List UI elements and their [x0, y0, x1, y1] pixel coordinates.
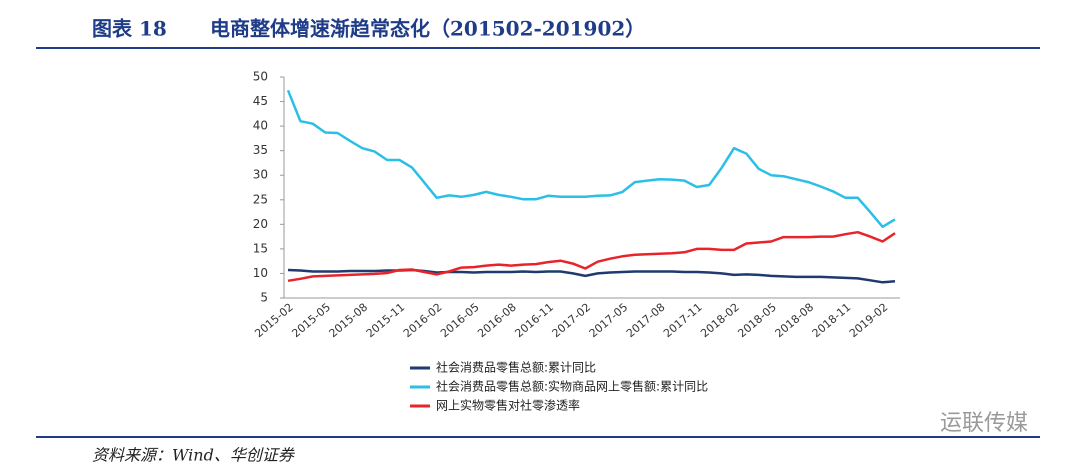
x-tick-label: 2017-11: [661, 301, 705, 341]
x-tick-label: 2018-05: [735, 301, 779, 341]
series-line: [286, 89, 896, 229]
x-tick-label: 2018-11: [810, 301, 854, 341]
x-tick-label: 2016-05: [438, 301, 482, 341]
x-tick-label: 2018-02: [698, 301, 742, 341]
legend-label: 网上实物零售对社零渗透率: [436, 398, 580, 413]
y-tick-label: 10: [253, 266, 268, 280]
x-tick-label: 2017-08: [624, 301, 668, 341]
y-tick-label: 25: [253, 192, 268, 206]
figure-label: 图表 18: [92, 17, 167, 41]
x-tick-label: 2015-11: [364, 301, 408, 341]
x-tick-label: 2016-02: [401, 301, 445, 341]
watermark: 运联传媒: [940, 411, 1028, 436]
y-tick-label: 50: [253, 70, 268, 84]
chart-title: 电商整体增速渐趋常态化（201502-201902）: [210, 17, 645, 41]
legend-label: 社会消费品零售总额:实物商品网上零售额:累计同比: [436, 379, 708, 394]
y-tick-label: 40: [253, 119, 268, 133]
x-tick-label: 2015-08: [327, 301, 371, 341]
series-line: [287, 268, 896, 284]
x-tick-label: 2017-05: [587, 301, 631, 341]
y-tick-label: 45: [253, 94, 268, 108]
x-tick-label: 2016-11: [512, 301, 556, 341]
source: 资料来源：Wind、华创证券: [92, 446, 296, 465]
y-tick-label: 30: [253, 168, 268, 182]
x-tick-label: 2017-02: [550, 301, 594, 341]
x-tick-label: 2015-02: [252, 301, 296, 341]
x-tick-label: 2018-08: [773, 301, 817, 341]
legend-label: 社会消费品零售总额:累计同比: [436, 360, 596, 375]
x-tick-label: 2016-08: [475, 301, 519, 341]
y-tick-label: 5: [260, 291, 268, 305]
x-tick-label: 2015-05: [289, 301, 333, 341]
y-tick-label: 35: [253, 143, 268, 157]
series-line: [287, 230, 896, 283]
y-tick-label: 20: [253, 217, 268, 231]
y-tick-label: 15: [253, 241, 268, 255]
x-tick-label: 2019-02: [847, 301, 891, 341]
